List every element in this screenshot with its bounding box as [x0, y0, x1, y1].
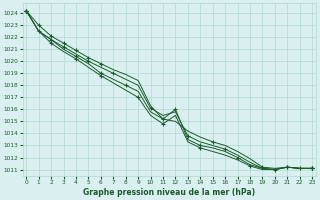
X-axis label: Graphe pression niveau de la mer (hPa): Graphe pression niveau de la mer (hPa)	[83, 188, 255, 197]
